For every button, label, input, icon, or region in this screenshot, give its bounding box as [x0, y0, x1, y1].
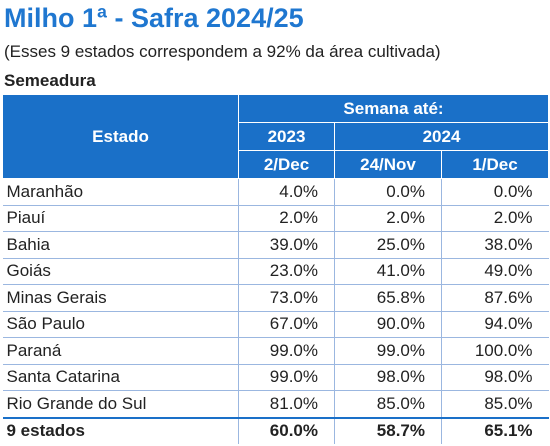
- value-cell: 38.0%: [440, 231, 549, 259]
- table-row: Santa Catarina 99.0% 98.0% 98.0%: [2, 364, 549, 391]
- value-cell: 90.0%: [334, 311, 442, 338]
- value-cell: 85.0%: [334, 390, 442, 418]
- table-row: Goiás 23.0% 41.0% 49.0%: [2, 258, 549, 285]
- state-name: Goiás: [2, 258, 239, 285]
- value-cell: 98.0%: [334, 364, 442, 391]
- value-cell: 0.0%: [440, 178, 549, 206]
- section-title: Semeadura: [4, 71, 96, 90]
- state-name: Piauí: [2, 205, 239, 232]
- value-cell: 4.0%: [238, 178, 335, 206]
- header-date-3: 1/Dec: [440, 150, 550, 179]
- state-name: Bahia: [2, 231, 239, 259]
- page-subtitle: (Esses 9 estados correspondem a 92% da á…: [4, 42, 441, 61]
- value-cell: 99.0%: [238, 364, 335, 391]
- state-name: Maranhão: [2, 178, 239, 206]
- header-estado: Estado: [2, 94, 239, 179]
- value-cell: 49.0%: [440, 258, 549, 285]
- total-value: 65.1%: [440, 416, 549, 444]
- value-cell: 65.8%: [334, 284, 442, 312]
- table-row: São Paulo 67.0% 90.0% 94.0%: [2, 311, 549, 338]
- value-cell: 73.0%: [238, 284, 335, 312]
- table-row: Bahia 39.0% 25.0% 38.0%: [2, 231, 549, 259]
- table-row: Piauí 2.0% 2.0% 2.0%: [2, 205, 549, 232]
- total-label: 9 estados: [2, 416, 239, 444]
- total-value: 58.7%: [334, 416, 442, 444]
- page-title: Milho 1ª - Safra 2024/25: [4, 3, 304, 33]
- state-name: Minas Gerais: [2, 284, 239, 312]
- value-cell: 67.0%: [238, 311, 335, 338]
- value-cell: 2.0%: [334, 205, 442, 232]
- value-cell: 0.0%: [334, 178, 442, 206]
- header-year-2023: 2023: [238, 122, 335, 151]
- state-name: Rio Grande do Sul: [2, 390, 239, 418]
- value-cell: 25.0%: [334, 231, 442, 259]
- state-name: Paraná: [2, 337, 239, 365]
- table-row: Minas Gerais 73.0% 65.8% 87.6%: [2, 284, 549, 312]
- value-cell: 85.0%: [440, 390, 549, 418]
- table-row: Paraná 99.0% 99.0% 100.0%: [2, 337, 549, 365]
- value-cell: 100.0%: [440, 337, 549, 365]
- header-year-2024: 2024: [333, 122, 550, 151]
- header-semana: Semana até:: [237, 94, 550, 123]
- value-cell: 98.0%: [440, 364, 549, 391]
- value-cell: 81.0%: [238, 390, 335, 418]
- value-cell: 41.0%: [334, 258, 442, 285]
- value-cell: 87.6%: [440, 284, 549, 312]
- value-cell: 94.0%: [440, 311, 549, 338]
- value-cell: 99.0%: [238, 337, 335, 365]
- planting-progress-table: Estado Semana até: 2023 2024 2/Dec 24/No…: [2, 94, 550, 444]
- table-row: Maranhão 4.0% 0.0% 0.0%: [2, 178, 549, 206]
- value-cell: 2.0%: [440, 205, 549, 232]
- table-row: Rio Grande do Sul 81.0% 85.0% 85.0%: [2, 390, 549, 418]
- value-cell: 2.0%: [238, 205, 335, 232]
- value-cell: 39.0%: [238, 231, 335, 259]
- total-row: 9 estados 60.0% 58.7% 65.1%: [2, 416, 549, 444]
- header-date-1: 2/Dec: [238, 150, 335, 179]
- value-cell: 23.0%: [238, 258, 335, 285]
- value-cell: 99.0%: [334, 337, 442, 365]
- state-name: São Paulo: [2, 311, 239, 338]
- state-name: Santa Catarina: [2, 364, 239, 391]
- total-value: 60.0%: [238, 416, 335, 444]
- header-date-2: 24/Nov: [334, 150, 442, 179]
